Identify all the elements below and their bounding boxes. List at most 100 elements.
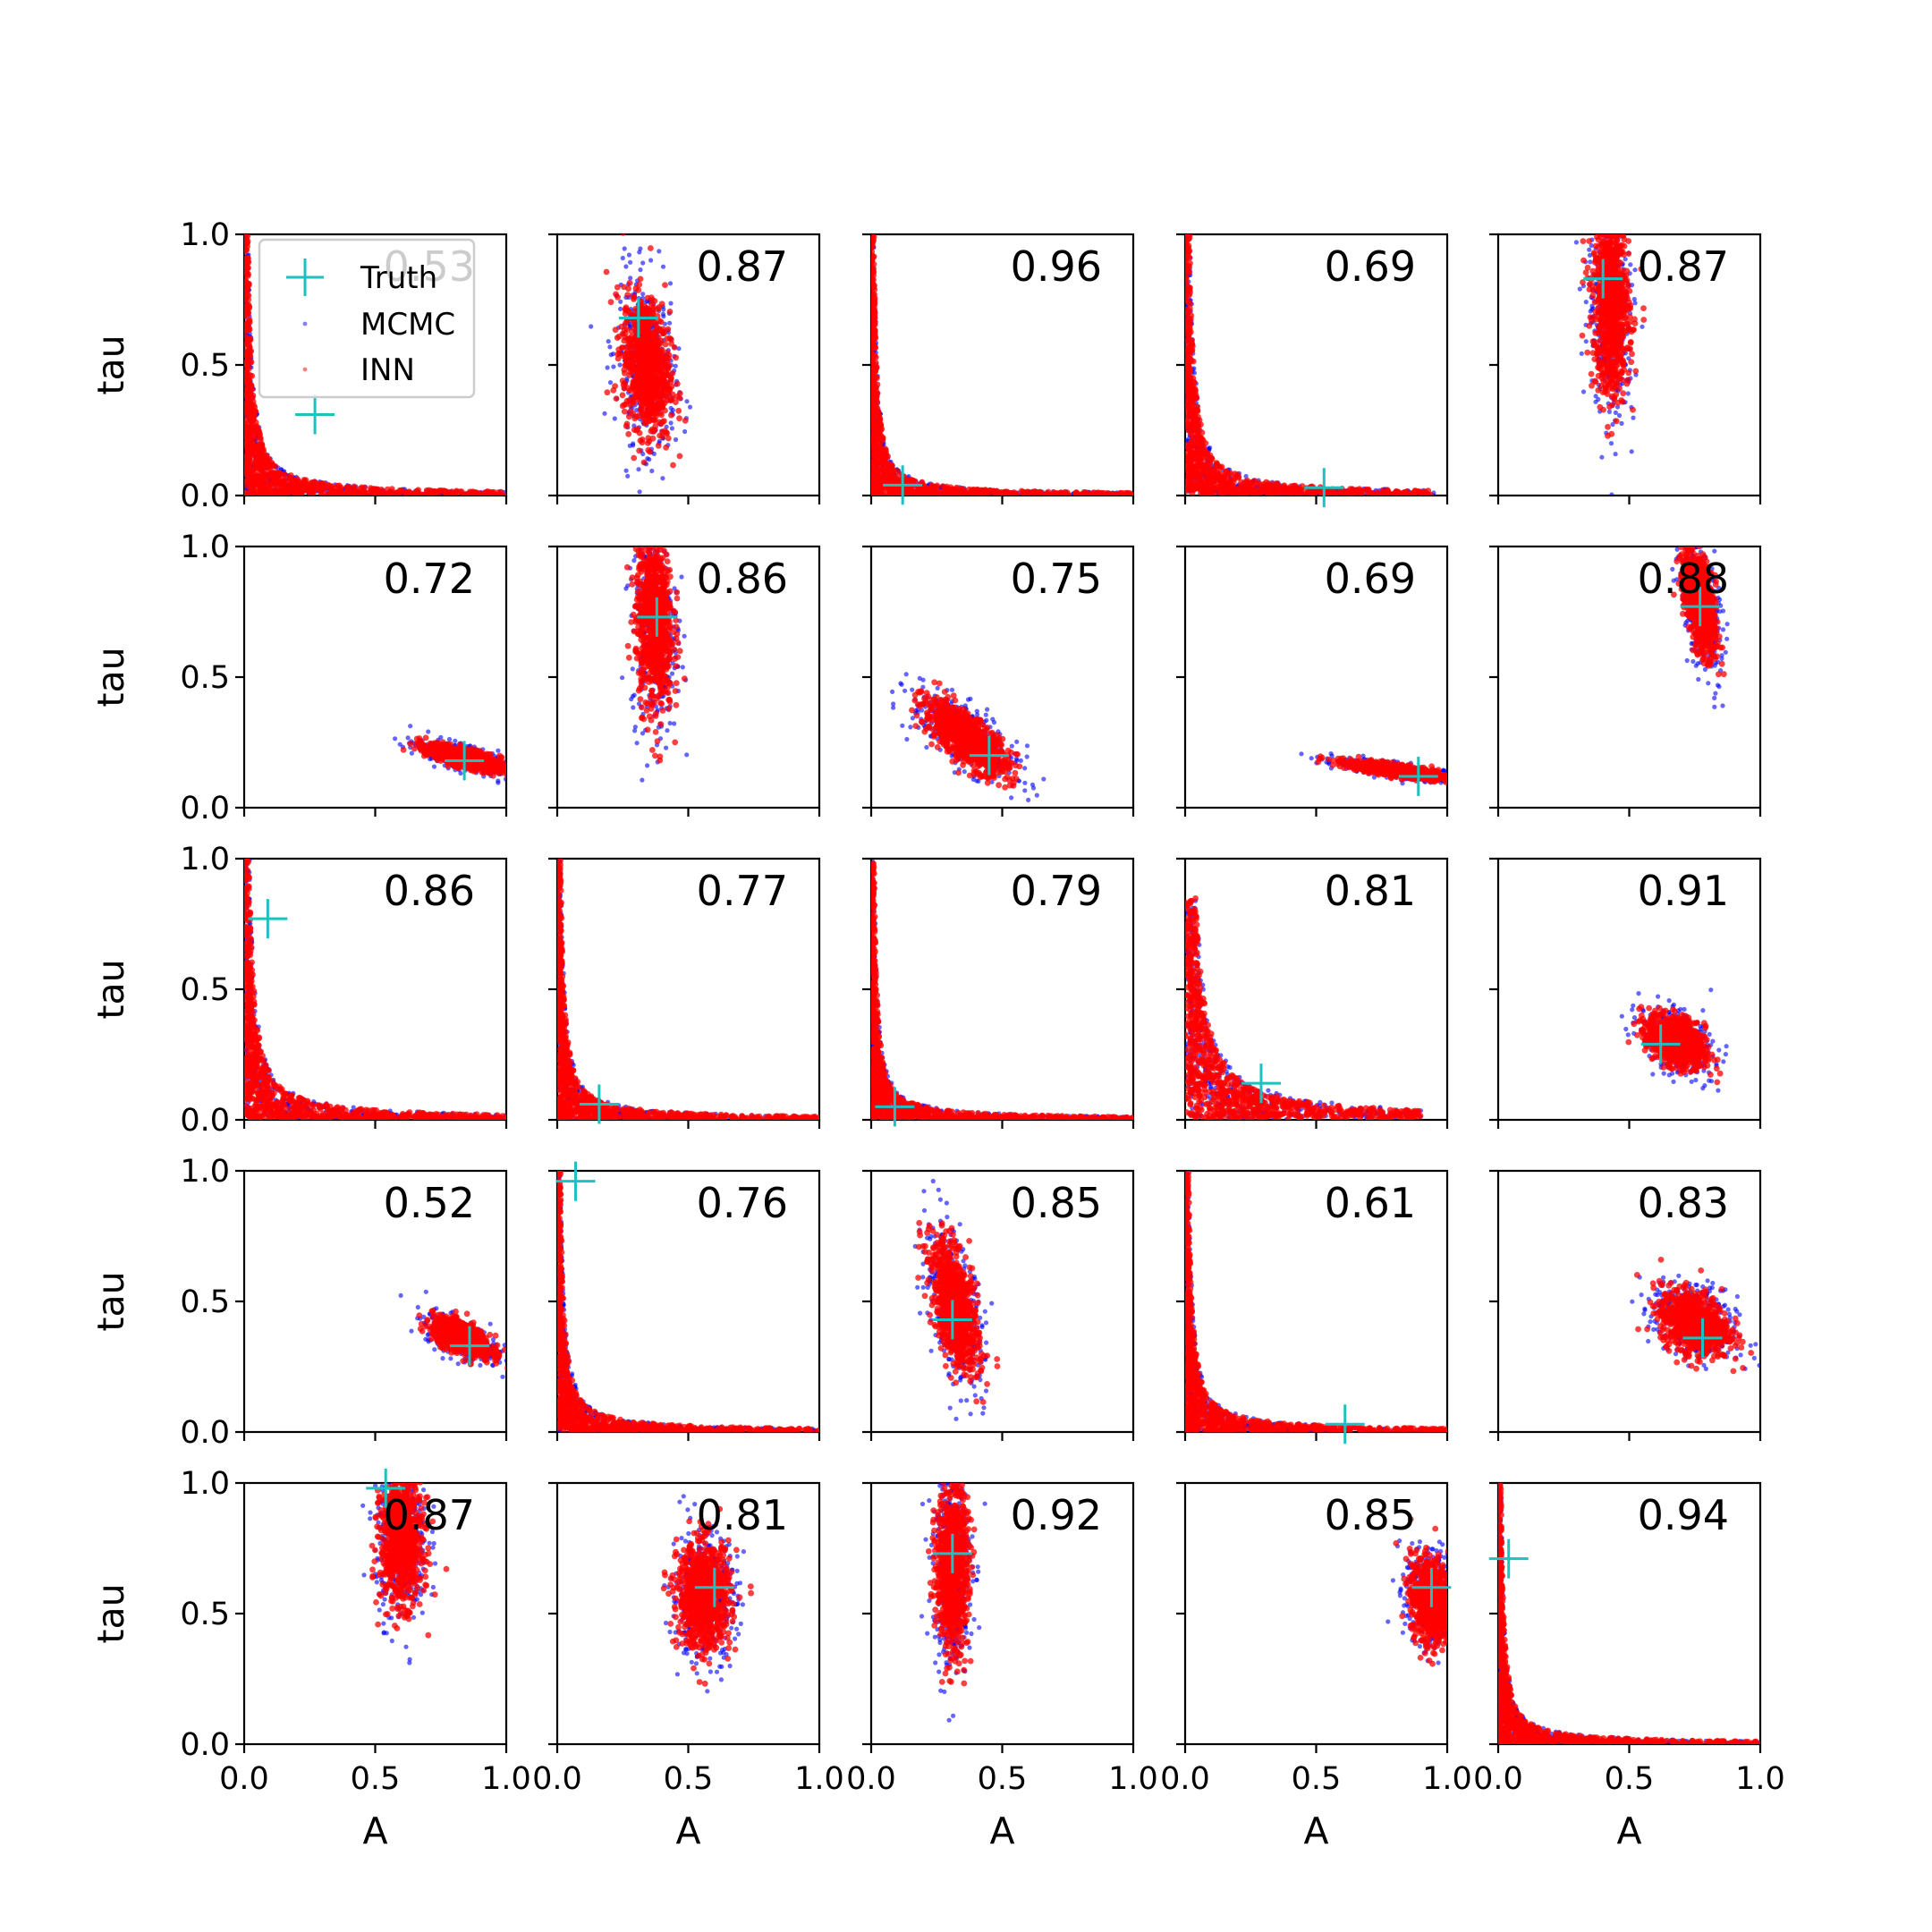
inn-point <box>337 487 343 494</box>
inn-point <box>670 462 676 469</box>
mcmc-point <box>608 380 613 385</box>
inn-point <box>627 398 633 404</box>
inn-point <box>608 299 614 305</box>
inn-point <box>638 276 644 283</box>
inn-point <box>301 486 308 492</box>
inn-point <box>640 415 647 421</box>
inn-point <box>664 356 670 362</box>
mcmc-point <box>606 339 611 343</box>
inn-point <box>871 407 877 413</box>
inn-point <box>934 484 940 490</box>
inn-point <box>873 473 879 479</box>
inn-point <box>249 383 255 389</box>
inn-point <box>882 448 888 454</box>
inn-point <box>246 366 252 372</box>
inn-point <box>247 336 253 343</box>
mcmc-point <box>602 411 606 416</box>
inn-point <box>656 304 662 310</box>
inn-point <box>278 487 284 493</box>
inn-point <box>331 488 337 495</box>
mcmc-point <box>682 429 687 434</box>
inn-point <box>268 481 275 487</box>
inn-point <box>873 335 879 341</box>
mcmc-point <box>670 426 674 430</box>
inn-point <box>631 455 637 462</box>
mcmc-point <box>611 364 615 369</box>
inn-point <box>614 395 620 402</box>
mcmc-point <box>684 399 689 403</box>
mcmc-point <box>623 246 627 250</box>
inn-point <box>246 318 252 325</box>
mcmc-point <box>621 256 625 260</box>
inn-point <box>668 375 674 381</box>
inn-point <box>624 421 631 428</box>
inn-point <box>880 436 886 443</box>
inn-point <box>269 471 275 478</box>
inn-point <box>302 477 309 483</box>
inn-point <box>658 404 665 411</box>
inn-point <box>946 487 953 494</box>
mcmc-point <box>657 249 661 253</box>
inn-point <box>652 428 658 434</box>
inn-point <box>886 461 892 467</box>
inn-point <box>250 445 256 452</box>
inn-point <box>620 402 626 409</box>
inn-point <box>627 280 633 286</box>
inn-point <box>911 490 918 496</box>
inn-point <box>644 363 650 369</box>
inn-point <box>1037 490 1043 496</box>
inn-point <box>257 465 263 471</box>
mcmc-point <box>631 441 635 445</box>
inn-point <box>953 485 960 491</box>
inn-point <box>261 450 267 456</box>
inn-point <box>664 394 670 400</box>
inn-point <box>871 302 877 309</box>
inn-point <box>244 271 250 277</box>
inn-point <box>647 310 653 317</box>
inn-point <box>616 351 623 357</box>
mcmc-point <box>638 489 642 494</box>
y-tick-label: 1.0 <box>180 217 230 253</box>
inn-point <box>873 425 879 431</box>
inn-point <box>872 344 878 351</box>
inn-point <box>255 444 261 450</box>
inn-point <box>886 479 893 485</box>
y-tick-label: 0.5 <box>180 348 230 384</box>
mcmc-point <box>636 467 640 471</box>
mcmc-point <box>640 292 645 296</box>
inn-point <box>350 486 356 492</box>
inn-point <box>644 354 650 360</box>
inn-point <box>309 487 315 493</box>
inn-point <box>645 435 651 441</box>
inn-point <box>245 342 251 348</box>
inn-point <box>663 445 669 451</box>
mcmc-point <box>606 365 610 369</box>
inn-point <box>640 436 646 443</box>
inn-point <box>655 358 661 364</box>
inn-point <box>244 470 250 477</box>
mcmc-point <box>589 324 593 328</box>
mcmc-point <box>661 265 665 269</box>
inn-point <box>252 483 258 489</box>
inn-point <box>657 371 664 377</box>
mcmc-point <box>625 474 630 479</box>
inn-point <box>677 453 683 460</box>
inn-point <box>426 488 432 495</box>
inn-point <box>682 418 689 424</box>
inn-point <box>660 419 666 425</box>
inn-point <box>872 322 878 328</box>
inn-point <box>658 412 665 419</box>
inn-point <box>991 488 997 495</box>
inn-point <box>640 319 647 326</box>
inn-point <box>251 408 258 414</box>
inn-point <box>872 454 878 461</box>
inn-point <box>623 361 629 368</box>
inn-point <box>614 294 621 301</box>
inn-point <box>874 399 880 405</box>
inn-point <box>974 487 980 493</box>
inn-point <box>872 480 878 487</box>
inn-point <box>626 372 632 378</box>
inn-point <box>648 301 655 307</box>
inn-point <box>1185 284 1191 290</box>
mcmc-point <box>669 420 674 425</box>
